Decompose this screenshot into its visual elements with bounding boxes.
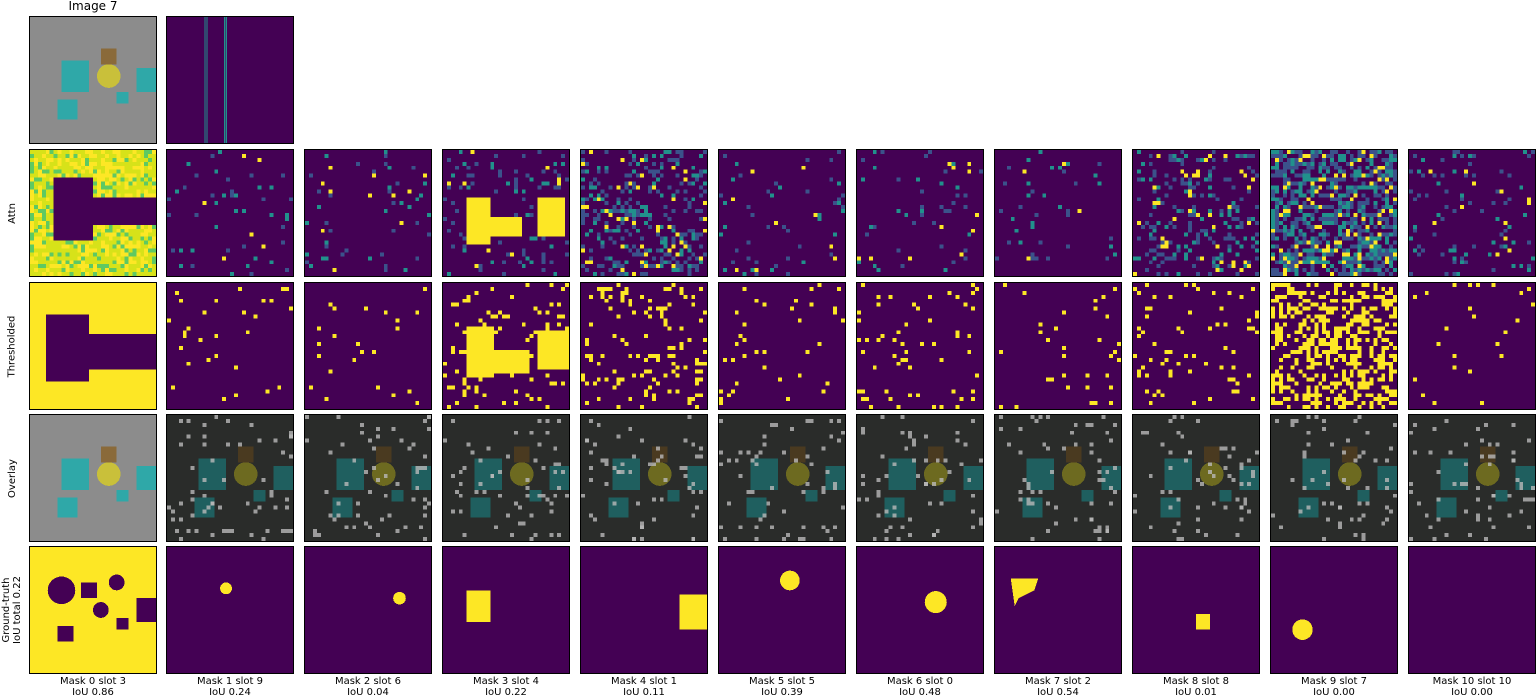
mask-slot-label: Mask 1 slot 9: [196, 676, 264, 687]
column-label-0: Mask 0 slot 3 IoU 0.86: [23, 676, 163, 698]
ground-truth-mask-0: [29, 546, 157, 674]
mask-slot-label: Mask 3 slot 4: [472, 676, 540, 687]
thresholded-map-1: [166, 282, 294, 410]
column-label-8: Mask 8 slot 8 IoU 0.01: [1126, 676, 1266, 698]
iou-label: IoU 0.11: [623, 687, 665, 698]
attention-map-5: [718, 149, 846, 277]
column-label-6: Mask 6 slot 0 IoU 0.48: [850, 676, 990, 698]
column-label-9: Mask 9 slot 7 IoU 0.00: [1264, 676, 1404, 698]
row-label-3: Ground-truth IoU total 0.22: [0, 546, 24, 674]
mask-slot-label: Mask 9 slot 7: [1300, 676, 1368, 687]
iou-label: IoU 0.01: [1175, 687, 1217, 698]
column-label-3: Mask 3 slot 4 IoU 0.22: [436, 676, 576, 698]
mask-slot-label: Mask 8 slot 8: [1162, 676, 1230, 687]
thresholded-map-9: [1270, 282, 1398, 410]
overlay-image-2: [304, 414, 432, 542]
row-label-1: Thresholded: [0, 282, 24, 410]
overlay-image-7: [994, 414, 1122, 542]
attention-map-1: [166, 149, 294, 277]
iou-label: IoU 0.00: [1451, 687, 1493, 698]
thresholded-map-0: [29, 282, 157, 410]
mask-slot-label: Mask 5 slot 5: [748, 676, 816, 687]
column-label-2: Mask 2 slot 6 IoU 0.04: [298, 676, 438, 698]
mask-slot-label: Mask 2 slot 6: [334, 676, 402, 687]
overlay-image-8: [1132, 414, 1260, 542]
overlay-image-0: [29, 414, 157, 542]
overlay-image-10: [1408, 414, 1536, 542]
row-label-2: Overlay: [0, 414, 24, 542]
ground-truth-mask-6: [856, 546, 984, 674]
ground-truth-mask-2: [304, 546, 432, 674]
row-label-text: Thresholded: [6, 315, 18, 377]
column-label-7: Mask 7 slot 2 IoU 0.54: [988, 676, 1128, 698]
row-label-0: Attn: [0, 149, 24, 277]
iou-label: IoU 0.04: [347, 687, 389, 698]
column-label-1: Mask 1 slot 9 IoU 0.24: [160, 676, 300, 698]
attention-map-2: [304, 149, 432, 277]
mask-slot-label: Mask 10 slot 10: [1432, 676, 1512, 687]
ground-truth-mask-10: [1408, 546, 1536, 674]
overlay-image-5: [718, 414, 846, 542]
overlay-image-4: [580, 414, 708, 542]
overlay-image-3: [442, 414, 570, 542]
iou-label: IoU 0.86: [72, 687, 114, 698]
ground-truth-mask-9: [1270, 546, 1398, 674]
ground-truth-mask-7: [994, 546, 1122, 674]
figure-title: Image 7: [68, 0, 118, 13]
attention-map-3: [442, 149, 570, 277]
thresholded-map-10: [1408, 282, 1536, 410]
overlay-image-6: [856, 414, 984, 542]
ground-truth-mask-5: [718, 546, 846, 674]
ground-truth-mask-1: [166, 546, 294, 674]
ground-truth-mask-4: [580, 546, 708, 674]
iou-label: IoU 0.00: [1313, 687, 1355, 698]
attention-map-10: [1408, 149, 1536, 277]
attention-map-8: [1132, 149, 1260, 277]
mask-slot-label: Mask 4 slot 1: [610, 676, 678, 687]
attention-map-6: [856, 149, 984, 277]
attention-map-9: [1270, 149, 1398, 277]
iou-label: IoU 0.48: [899, 687, 941, 698]
overlay-image-1: [166, 414, 294, 542]
thresholded-map-5: [718, 282, 846, 410]
iou-label: IoU 0.39: [761, 687, 803, 698]
column-label-5: Mask 5 slot 5 IoU 0.39: [712, 676, 852, 698]
attention-map-7: [994, 149, 1122, 277]
row-label-text: Overlay: [6, 458, 18, 498]
mask-slot-label: Mask 7 slot 2: [1024, 676, 1092, 687]
thresholded-map-2: [304, 282, 432, 410]
iou-label: IoU 0.22: [485, 687, 527, 698]
thresholded-map-6: [856, 282, 984, 410]
thresholded-map-4: [580, 282, 708, 410]
thresholded-map-8: [1132, 282, 1260, 410]
column-label-10: Mask 10 slot 10 IoU 0.00: [1402, 676, 1540, 698]
row-label-text: Attn: [6, 202, 18, 224]
mask-slot-label: Mask 0 slot 3: [59, 676, 127, 687]
overlay-image-9: [1270, 414, 1398, 542]
row-label-text: Ground-truth IoU total 0.22: [1, 576, 24, 644]
column-label-4: Mask 4 slot 1 IoU 0.11: [574, 676, 714, 698]
attention-map-0: [29, 149, 157, 277]
thresholded-map-3: [442, 282, 570, 410]
attention-map-4: [580, 149, 708, 277]
ground-truth-mask-8: [1132, 546, 1260, 674]
iou-label: IoU 0.54: [1037, 687, 1079, 698]
iou-label: IoU 0.24: [209, 687, 251, 698]
input-image: [29, 16, 157, 144]
thresholded-map-7: [994, 282, 1122, 410]
attention-stripes-image: [166, 16, 294, 144]
mask-slot-label: Mask 6 slot 0: [886, 676, 954, 687]
ground-truth-mask-3: [442, 546, 570, 674]
